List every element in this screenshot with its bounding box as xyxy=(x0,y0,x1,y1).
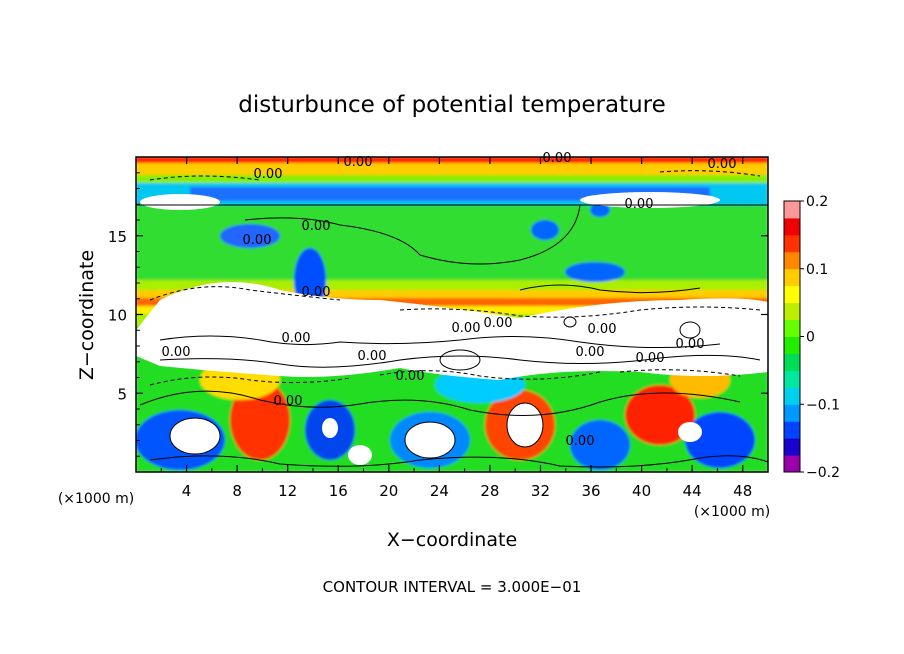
contour-label: 0.00 xyxy=(484,316,513,331)
x-tick-label: 20 xyxy=(379,482,398,500)
x-tick-label: 4 xyxy=(182,482,192,500)
colorbar-segment xyxy=(784,217,800,236)
contour-label: 0.00 xyxy=(708,157,737,172)
colorbar-segment xyxy=(784,268,800,287)
colorbar-segment xyxy=(784,234,800,253)
contour-label: 0.00 xyxy=(396,369,425,384)
x-axis-label: X−coordinate xyxy=(387,529,517,551)
y-axis: 5 10 15 xyxy=(108,172,768,457)
x-axis: 4 8 12 16 20 24 28 32 36 40 44 48 xyxy=(160,157,752,500)
x-unit-label: (×1000 m) xyxy=(694,504,770,520)
colorbar-segment xyxy=(784,438,800,456)
contour-label: 0.00 xyxy=(162,345,191,360)
contour-label: 0.00 xyxy=(344,155,373,170)
colorbar-segment xyxy=(784,336,800,354)
x-tick-label: 32 xyxy=(531,482,550,500)
contour-label: 0.00 xyxy=(543,151,572,166)
colorbar-tick-label: 0 xyxy=(806,330,815,346)
colorbar-tick-label: −0.1 xyxy=(806,397,840,413)
y-tick-label: 15 xyxy=(108,228,127,246)
colorbar: 0.2 0.1 0 −0.1 −0.2 xyxy=(783,194,840,481)
contour-label: 0.00 xyxy=(302,285,331,300)
chart-title: disturbunce of potential temperature xyxy=(238,92,666,118)
colorbar-segment xyxy=(784,201,800,219)
contour-label: 0.00 xyxy=(576,345,605,360)
x-tick-label: 12 xyxy=(278,482,297,500)
contour-labels: 0.00 0.000.000.000.000.000.000.000.000.00… xyxy=(162,151,737,449)
x-tick-label: 36 xyxy=(581,482,600,500)
x-tick-label: 44 xyxy=(683,482,702,500)
colorbar-tick-label: 0.1 xyxy=(806,262,828,278)
x-tick-label: 28 xyxy=(480,482,499,500)
colorbar-segment xyxy=(784,285,800,304)
contour-label: 0.00 xyxy=(566,434,595,449)
colorbar-segment xyxy=(784,302,800,321)
y-axis-label: Z−coordinate xyxy=(76,250,98,380)
contour-label: 0.00 xyxy=(274,394,303,409)
x-tick-label: 8 xyxy=(232,482,242,500)
colorbar-segment xyxy=(784,370,800,388)
colorbar-segment xyxy=(784,421,800,439)
colorbar-segment xyxy=(784,319,800,337)
contour-label: 0.00 xyxy=(636,351,665,366)
contour-label: 0.00 xyxy=(254,167,283,182)
contour-label: 0.00 xyxy=(243,233,272,248)
x-tick-label: 16 xyxy=(329,482,348,500)
y-tick-label: 5 xyxy=(117,385,127,403)
x-tick-label: 24 xyxy=(430,482,449,500)
contour-label: 0.00 xyxy=(588,322,617,337)
x-tick-label: 48 xyxy=(733,482,752,500)
colorbar-segment xyxy=(784,251,800,270)
contour-label: 0.00 xyxy=(302,219,331,234)
colorbar-segment xyxy=(784,404,800,422)
colorbar-tick-label: 0.2 xyxy=(806,194,828,210)
colorbar-segment xyxy=(784,387,800,405)
contour-label: 0.00 xyxy=(358,349,387,364)
y-unit-label: (×1000 m) xyxy=(58,491,134,507)
colorbar-segment xyxy=(784,455,800,473)
contour-label: 0.00 xyxy=(282,331,311,346)
colorbar-tick-label: −0.2 xyxy=(806,465,840,481)
y-tick-label: 10 xyxy=(108,307,127,325)
contour-label: 0.00 xyxy=(625,197,654,212)
x-tick-label: 40 xyxy=(632,482,651,500)
contour-interval-note: CONTOUR INTERVAL = 3.000E−01 xyxy=(323,578,582,596)
contour-label: 0.00 xyxy=(452,321,481,336)
colorbar-segment xyxy=(784,353,800,371)
contour-label: 0.00 xyxy=(676,337,705,352)
plot-area xyxy=(136,157,768,472)
